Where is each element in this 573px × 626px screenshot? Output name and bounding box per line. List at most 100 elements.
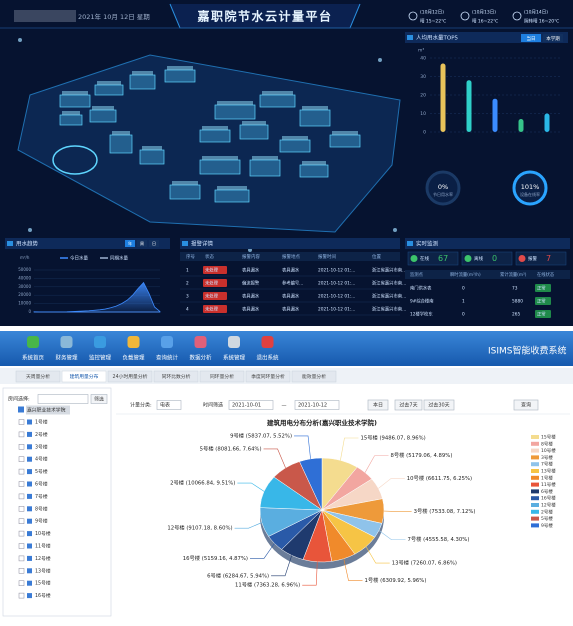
menu-item[interactable]: 财务管理 [55,354,78,362]
legend-swatch[interactable] [531,517,539,521]
menu-item[interactable]: 数据分析 [189,354,212,362]
menu-item[interactable]: 系统首页 [22,354,45,362]
filter-button-label[interactable]: 筛选 [94,396,104,403]
tree-expander[interactable] [19,531,24,536]
tree-item[interactable]: 5号楼 [35,468,48,475]
tree-expander[interactable] [19,469,24,474]
legend-swatch[interactable] [531,442,539,446]
legend-label[interactable]: 16号楼 [541,495,556,502]
tree-expander[interactable] [19,568,24,573]
tab-label[interactable]: 当日 [527,35,536,42]
tree-item[interactable]: 10号楼 [35,530,51,537]
tree-item[interactable]: 9号楼 [35,518,48,525]
legend-label[interactable]: 2号楼 [541,508,553,515]
legend-label[interactable]: 9号楼 [541,522,553,529]
tree-expander[interactable] [19,556,24,561]
data-label: 9号楼 (5837.07, 5.52%) [230,431,292,439]
legend-label[interactable]: 5号楼 [541,515,553,522]
tree-expander[interactable] [19,544,24,549]
tree-item[interactable]: 1号楼 [35,419,48,426]
tree-root[interactable]: 嘉兴职业技术学院 [27,407,66,414]
legend-label[interactable]: 10号楼 [541,447,556,454]
tree-expander[interactable] [19,519,24,524]
menu-item[interactable]: 监控管理 [89,354,112,362]
legend-swatch[interactable] [531,435,539,439]
legend-swatch[interactable] [531,503,539,507]
legend-swatch[interactable] [531,483,539,487]
tree-expander[interactable] [19,444,24,449]
tree-expander[interactable] [19,494,24,499]
legend-label[interactable]: 8号楼 [541,440,553,447]
tree-item[interactable]: 4号楼 [35,456,48,463]
menu-icon[interactable] [262,336,274,348]
range-button-label[interactable]: 过去7天 [399,402,417,409]
tree-expander[interactable] [19,506,24,511]
menu-item[interactable]: 系统管理 [223,354,246,362]
legend-label[interactable]: 13号楼 [541,468,556,475]
legend-label[interactable]: 1号楼 [541,474,553,481]
legend-label[interactable]: 3号楼 [541,454,553,461]
tree-item[interactable]: 13号楼 [35,567,51,574]
tree-expander[interactable] [19,482,24,487]
menu-icon[interactable] [128,336,140,348]
tab-label[interactable]: 能效量分析 [302,373,326,380]
menu-item[interactable]: 负载管理 [122,354,145,362]
tree-expander[interactable] [19,432,24,437]
tab-label[interactable]: 日 [152,241,156,246]
date-value[interactable]: 2021-10-12 [298,403,327,409]
tree-item[interactable]: 7号楼 [35,493,48,500]
legend-label[interactable]: 7号楼 [541,461,553,468]
tree-item[interactable]: 2号楼 [35,431,48,438]
legend-swatch[interactable] [531,496,539,500]
range-button-label[interactable]: 过去30天 [428,402,449,409]
tab-label[interactable]: 季度同环量分析 [251,373,285,380]
legend-swatch[interactable] [531,510,539,514]
tree-expander[interactable] [19,593,24,598]
tab-label[interactable]: 建筑用量分布 [70,373,99,380]
menu-item[interactable]: 查询统计 [156,354,179,362]
tree-item[interactable]: 8号楼 [35,505,48,512]
tree-item[interactable]: 6号楼 [35,481,48,488]
range-button-label[interactable]: 本日 [373,402,383,409]
tab-label[interactable]: 同环比数分析 [162,373,191,380]
tab-label[interactable]: 24小时用量分析 [113,373,148,380]
menu-icon[interactable] [61,336,73,348]
tab-label[interactable]: 年 [128,240,132,246]
tree-expander[interactable] [19,581,24,586]
tree-item[interactable]: 11号楼 [35,543,51,550]
tree-item[interactable]: 15号楼 [35,580,51,587]
legend-label[interactable]: 15号楼 [541,434,556,441]
glow [393,228,397,232]
legend-label[interactable]: 11号楼 [541,481,556,488]
menu-icon[interactable] [161,336,173,348]
tab-label[interactable]: 同环量分析 [210,373,234,380]
tab-label[interactable]: 本学期 [546,35,560,42]
menu-icon[interactable] [195,336,207,348]
legend-swatch[interactable] [531,462,539,466]
menu-icon[interactable] [228,336,240,348]
tab-label[interactable]: 天周量分析 [26,373,50,380]
category-value[interactable]: 电表 [160,402,170,409]
legend-label[interactable]: 6号楼 [541,488,553,495]
building [60,115,82,125]
tree-expander[interactable] [19,457,24,462]
search-input[interactable] [38,395,88,404]
tab-label[interactable]: 周 [140,240,144,246]
legend-label[interactable]: 12号楼 [541,502,556,509]
legend-swatch[interactable] [531,449,539,453]
legend-swatch[interactable] [531,523,539,527]
tree-expander[interactable] [19,420,24,425]
legend-swatch[interactable] [531,489,539,493]
query-button-label[interactable]: 查询 [521,402,531,409]
menu-icon[interactable] [94,336,106,348]
legend-swatch[interactable] [531,455,539,459]
menu-icon[interactable] [27,336,39,348]
tree-item[interactable]: 3号楼 [35,443,48,450]
header-date: 2021年 10月 12日 星期 [78,12,150,21]
legend-swatch[interactable] [531,469,539,473]
tree-item[interactable]: 12号楼 [35,555,51,562]
date-value[interactable]: 2021-10-01 [232,403,261,409]
menu-item[interactable]: 退出系统 [256,354,279,362]
legend-swatch[interactable] [531,476,539,480]
tree-item[interactable]: 16号楼 [35,592,51,599]
